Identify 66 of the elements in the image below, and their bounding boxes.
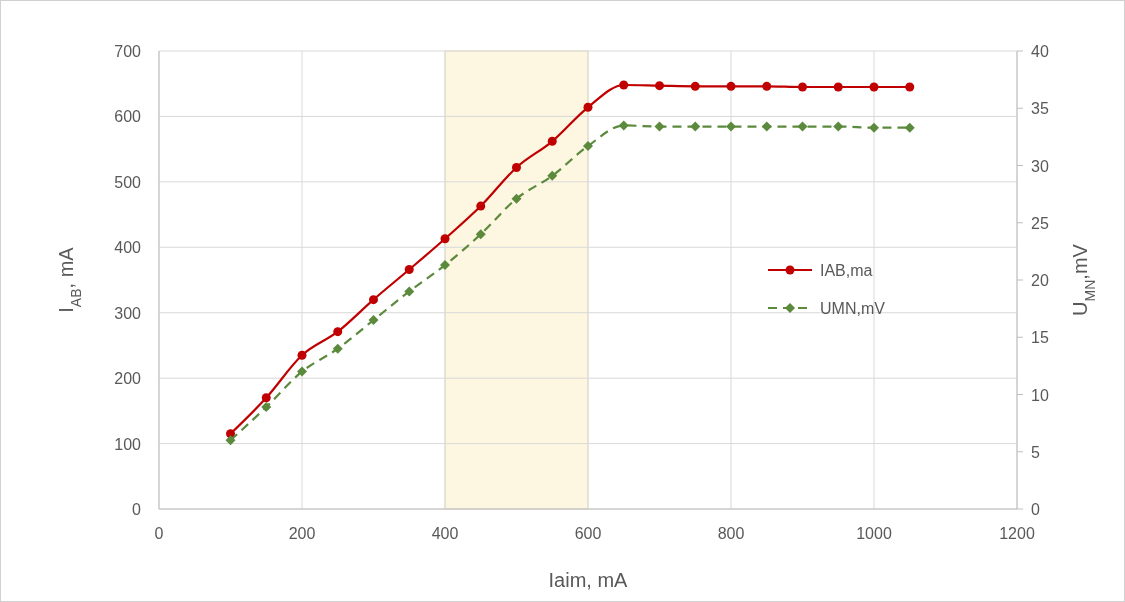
point xyxy=(619,80,629,90)
legend-label: UMN,mV xyxy=(820,300,886,317)
legend-label: IAB,ma xyxy=(820,262,873,279)
point xyxy=(726,121,736,132)
point xyxy=(869,82,879,92)
point xyxy=(797,121,808,132)
y2-tick-label: 40 xyxy=(1031,43,1049,60)
point xyxy=(654,121,665,132)
point xyxy=(690,121,701,132)
y-tick-label: 500 xyxy=(114,173,142,191)
point xyxy=(368,315,379,326)
point xyxy=(798,82,807,92)
y2-tick-label: 30 xyxy=(1031,157,1049,175)
point xyxy=(618,120,629,131)
point xyxy=(475,229,486,240)
point xyxy=(333,327,343,337)
point xyxy=(762,81,772,91)
point xyxy=(512,162,521,172)
y2-tick-label: 5 xyxy=(1031,443,1040,461)
point xyxy=(511,193,522,204)
y2-tick-label: 0 xyxy=(1031,501,1040,518)
x-tick-label: 200 xyxy=(288,525,316,542)
x-axis-title: Iaim, mA xyxy=(548,569,629,591)
point xyxy=(761,121,772,132)
point xyxy=(904,122,915,133)
y2-tick-label: 20 xyxy=(1031,272,1049,289)
x-tick-label: 1000 xyxy=(856,525,892,542)
y-tick-label: 600 xyxy=(114,108,142,126)
x-tick-label: 400 xyxy=(431,525,459,542)
point xyxy=(833,121,844,132)
y-tick-label: 200 xyxy=(114,370,142,388)
point xyxy=(404,265,414,275)
point xyxy=(261,393,271,403)
point xyxy=(905,82,915,92)
y-tick-label: 400 xyxy=(114,239,142,257)
point xyxy=(297,366,307,377)
point xyxy=(583,141,593,152)
point xyxy=(869,122,879,133)
y2-tick-label: 10 xyxy=(1031,386,1049,404)
x-tick-label: 0 xyxy=(154,525,164,542)
point xyxy=(833,82,843,92)
point xyxy=(225,435,236,446)
point xyxy=(655,81,664,91)
point xyxy=(476,201,486,211)
y-tick-label: 0 xyxy=(132,501,142,518)
y2-tick-label: 15 xyxy=(1031,329,1049,347)
y-tick-label: 300 xyxy=(114,304,142,322)
point xyxy=(332,343,343,354)
point xyxy=(261,402,272,413)
y-tick-label: 100 xyxy=(114,435,142,453)
point xyxy=(547,136,557,146)
point xyxy=(547,170,558,181)
y2-tick-label: 25 xyxy=(1031,214,1049,232)
point xyxy=(404,286,415,297)
point xyxy=(440,260,450,271)
x-tick-label: 600 xyxy=(574,525,602,542)
x-tick-label: 1200 xyxy=(999,525,1035,542)
point xyxy=(690,81,700,91)
point xyxy=(726,81,736,91)
point xyxy=(297,350,307,360)
point xyxy=(583,102,593,112)
y-tick-label: 700 xyxy=(114,43,142,60)
point xyxy=(440,234,450,244)
point xyxy=(369,295,378,305)
x-tick-label: 800 xyxy=(717,525,745,542)
y2-tick-label: 35 xyxy=(1031,100,1049,118)
